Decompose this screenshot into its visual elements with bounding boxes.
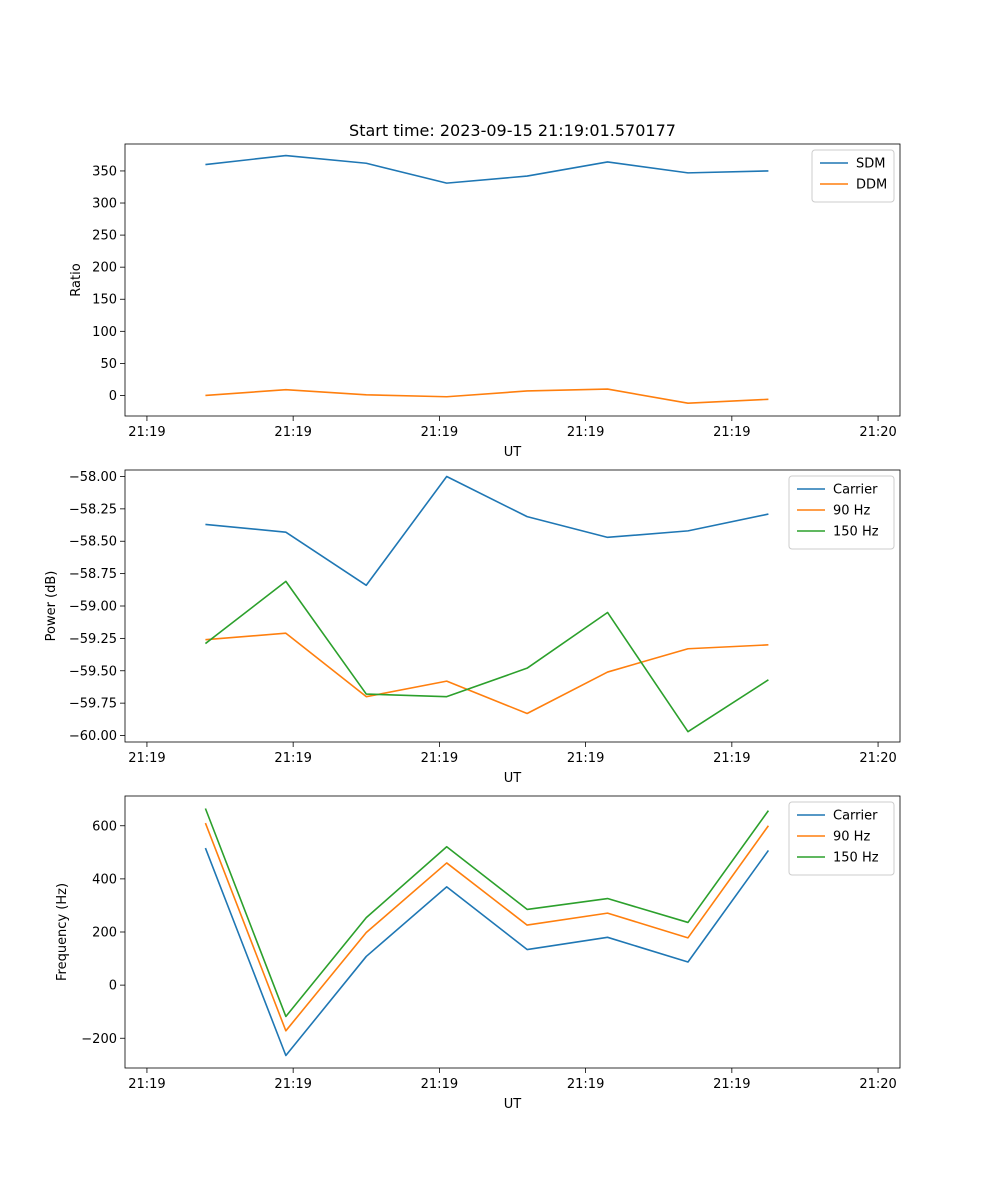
series-line-150-hz	[204, 808, 770, 1018]
series-line-90-hz	[204, 822, 770, 1032]
y-tick-label: 100	[92, 325, 117, 340]
legend-label: 90 Hz	[833, 830, 870, 845]
x-axis-label: UT	[504, 445, 522, 460]
x-tick-label: 21:19	[274, 425, 311, 440]
legend-label: Carrier	[833, 483, 878, 498]
series-line-90-hz	[205, 632, 769, 715]
y-tick-label: 0	[109, 979, 117, 994]
x-tick-label: 21:19	[274, 1077, 311, 1092]
x-tick-label: 21:20	[859, 751, 896, 766]
x-tick-label: 21:19	[128, 751, 165, 766]
y-tick-label: 0	[109, 389, 117, 404]
y-tick-label: −58.00	[69, 470, 117, 485]
x-tick-label: 21:19	[713, 751, 750, 766]
legend-label: 90 Hz	[833, 504, 870, 519]
x-tick-label: 21:19	[128, 1077, 165, 1092]
y-tick-label: −58.25	[69, 502, 117, 517]
x-axis-label: UT	[504, 1097, 522, 1112]
series-line-carrier	[205, 475, 769, 587]
y-tick-label: 400	[92, 872, 117, 887]
legend-label: 150 Hz	[833, 525, 879, 540]
x-tick-label: 21:19	[713, 425, 750, 440]
frequency-panel: UT Frequency (Hz) 21:19 21:19 21:19 21:19 21…	[55, 795, 901, 1112]
y-tick-label: 50	[100, 357, 117, 372]
y-tick-label: −59.75	[69, 697, 117, 712]
legend: SDM DDM	[811, 149, 895, 203]
series-line-carrier	[204, 847, 770, 1057]
x-tick-label: 21:19	[567, 1077, 604, 1092]
legend: Carrier 90 Hz 150 Hz	[788, 801, 895, 876]
axes-frame	[124, 143, 901, 417]
x-tick-label: 21:19	[421, 751, 458, 766]
series-line-ddm	[205, 388, 769, 404]
chart-title: Start time: 2023-09-15 21:19:01.570177	[349, 121, 676, 140]
x-tick-label: 21:19	[421, 425, 458, 440]
legend-label: 150 Hz	[833, 851, 879, 866]
y-tick-label: −58.75	[69, 567, 117, 582]
x-tick-label: 21:20	[859, 1077, 896, 1092]
x-tick-label: 21:19	[567, 751, 604, 766]
x-tick-label: 21:19	[421, 1077, 458, 1092]
y-tick-label: 200	[92, 926, 117, 941]
x-tick-label: 21:19	[128, 425, 165, 440]
x-tick-label: 21:19	[274, 751, 311, 766]
legend-label: Carrier	[833, 809, 878, 824]
x-tick-label: 21:20	[859, 425, 896, 440]
y-tick-label: 350	[92, 164, 117, 179]
series-line-150-hz	[204, 580, 769, 733]
y-tick-label: −200	[81, 1032, 117, 1047]
y-tick-label: −59.50	[69, 664, 117, 679]
legend: Carrier 90 Hz 150 Hz	[788, 475, 895, 550]
y-axis-label: Ratio	[69, 263, 84, 296]
y-axis-label: Frequency (Hz)	[55, 883, 70, 981]
legend-label: DDM	[856, 178, 887, 193]
y-axis-label: Power (dB)	[44, 571, 59, 642]
x-tick-label: 21:19	[713, 1077, 750, 1092]
x-axis-label: UT	[504, 771, 522, 786]
y-tick-label: 200	[92, 261, 117, 276]
y-tick-label: −59.00	[69, 600, 117, 615]
y-tick-label: 600	[92, 819, 117, 834]
x-tick-label: 21:19	[567, 425, 604, 440]
power-panel: UT Power (dB) 21:19 21:19 21:19 21:19 21:19 2…	[44, 469, 901, 786]
y-tick-label: −58.50	[69, 535, 117, 550]
legend-label: SDM	[856, 157, 885, 172]
ratio-panel: Start time: 2023-09-15 21:19:01.570177 U…	[69, 121, 901, 460]
y-tick-label: 150	[92, 293, 117, 308]
y-tick-label: 250	[92, 229, 117, 244]
y-tick-label: −60.00	[69, 729, 117, 744]
series-line-sdm	[205, 154, 769, 184]
y-tick-label: 300	[92, 197, 117, 212]
y-tick-label: −59.25	[69, 632, 117, 647]
